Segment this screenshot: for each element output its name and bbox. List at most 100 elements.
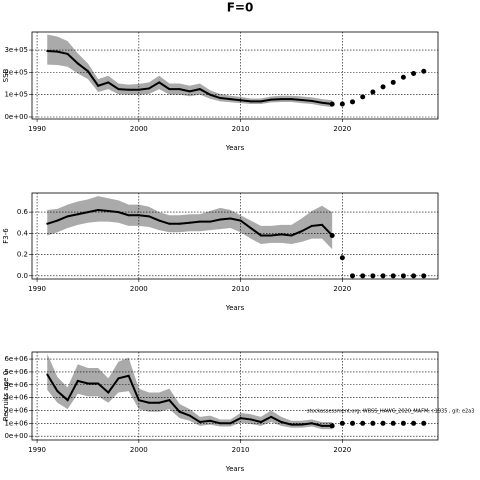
projection-point [390,273,396,279]
estimate-point [97,208,100,211]
projection-point [350,99,356,105]
x-tick-label: 2020 [333,285,351,293]
estimate-point [209,93,212,96]
estimate-point [86,382,89,385]
estimate-point [239,219,242,222]
y-tick-label: 1e+05 [4,91,28,99]
estimate-point [117,88,120,91]
projection-point [370,420,376,426]
projection-point [370,273,376,279]
x-tick-label: 1990 [28,446,46,454]
x-axis-label: Years [225,304,245,312]
estimate-point [300,423,303,426]
y-axis-label: F3-6 [2,228,10,244]
estimate-point [148,215,151,218]
x-tick-label: 2010 [232,285,250,293]
projection-point [350,273,356,279]
estimate-point [300,99,303,102]
estimate-point [46,222,49,225]
x-tick-label: 2010 [232,125,250,133]
projection-point [360,273,366,279]
y-tick-label: 3e+05 [4,46,28,54]
projection-point [390,420,396,426]
estimate-point [270,98,273,101]
estimate-point [219,97,222,100]
y-tick-label: 6e+06 [4,355,28,363]
estimate-point [66,52,69,55]
projection-point [370,89,376,95]
y-tick-label: 3e+06 [4,394,28,402]
projection-point [400,273,406,279]
estimate-point [127,214,130,217]
estimate-point [66,215,69,218]
projection-point [339,420,345,426]
estimate-point [229,217,232,220]
estimate-point [86,70,89,73]
y-tick-label: 0.6 [17,208,29,216]
estimate-point [168,88,171,91]
y-tick-label: 5e+06 [4,368,28,376]
estimate-point [321,223,323,226]
estimate-point [56,390,59,393]
estimate-point [158,81,161,84]
projection-point [411,420,417,426]
estimate-point [329,232,335,238]
x-axis-label: Years [225,144,245,152]
estimate-point [259,234,262,237]
projection-point [350,420,356,426]
confidence-band [47,34,333,108]
estimate-point [209,220,212,223]
x-tick-label: 2000 [130,125,148,133]
plot-frame [31,31,439,120]
estimate-point [86,211,89,214]
estimate-point [321,424,323,427]
plot-frame [31,351,439,441]
estimate-point [329,101,335,107]
estimate-point [259,100,262,103]
estimate-point [137,214,140,217]
estimate-point [270,415,273,418]
estimate-point [56,219,59,222]
estimate-point [259,421,262,424]
estimate-point [158,219,161,222]
estimate-point [127,88,130,91]
estimate-point [76,379,79,382]
plot-frame [31,192,439,280]
estimate-point [280,421,283,424]
estimate-point [178,410,181,413]
projection-point [360,420,366,426]
y-tick-label: 0e+00 [4,432,28,440]
x-tick-label: 2020 [333,125,351,133]
x-tick-label: 2000 [130,285,148,293]
projection-point [400,420,406,426]
estimate-point [178,222,181,225]
estimate-point [198,421,201,424]
projection-point [390,79,396,85]
estimate-point [300,230,303,233]
estimate-point [310,99,313,102]
chart-title: F=0 [227,1,254,15]
projection-point [421,420,427,426]
estimate-point [310,422,313,425]
x-tick-label: 2010 [232,446,250,454]
y-axis-label: SSB [2,68,10,82]
estimate-point [290,423,293,426]
y-tick-label: 1e+06 [4,419,28,427]
y-tick-label: 0e+00 [4,113,28,121]
estimate-point [219,422,222,425]
projection-point [339,101,345,107]
x-tick-label: 2000 [130,446,148,454]
estimate-point [107,210,110,213]
estimate-point [209,419,212,422]
y-tick-label: 4e+06 [4,381,28,389]
x-axis-label: Years [225,465,245,473]
estimate-point [188,414,191,417]
estimate-point [219,218,222,221]
projection-point [380,84,386,90]
estimate-point [46,373,49,376]
estimate-point [198,88,201,91]
estimate-point [168,399,171,402]
estimate-point [107,391,110,394]
projection-point [411,70,417,76]
